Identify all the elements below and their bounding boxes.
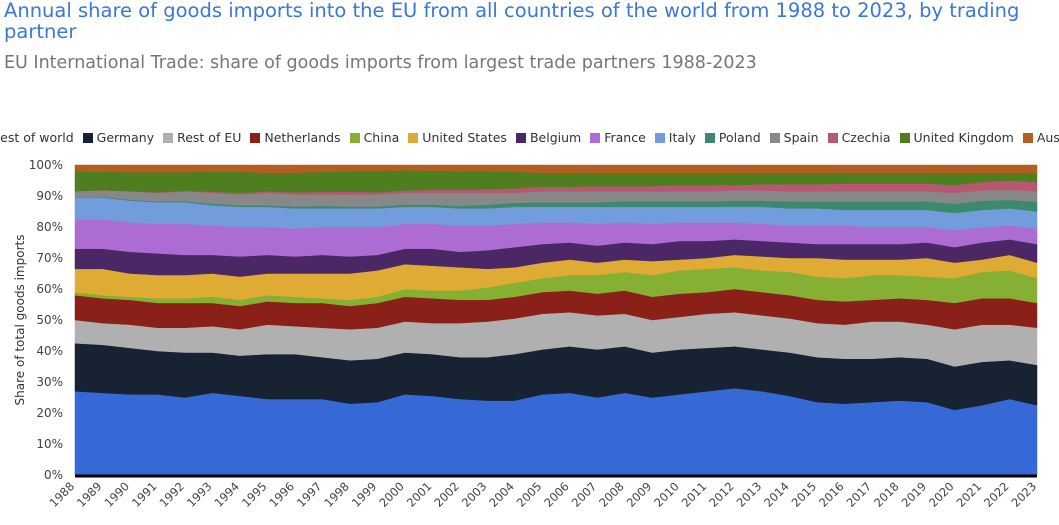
- x-tick-label: 2020: [926, 479, 957, 510]
- y-tick-label: 80%: [36, 220, 63, 234]
- y-tick-label: 40%: [36, 344, 63, 358]
- legend-item[interactable]: Netherlands: [250, 130, 341, 145]
- x-tick-label: 2010: [651, 479, 682, 510]
- legend-swatch: [769, 132, 780, 143]
- area-austria: [74, 164, 1038, 174]
- x-tick-label: 2008: [596, 479, 627, 510]
- legend-swatch: [82, 132, 93, 143]
- legend-item[interactable]: Germany: [82, 130, 155, 145]
- x-tick-label: 2021: [954, 479, 985, 510]
- x-tick-label: 1993: [184, 479, 215, 510]
- y-tick-label: 90%: [36, 189, 63, 203]
- legend-swatch: [163, 132, 174, 143]
- x-tick-label: 2004: [486, 479, 517, 510]
- legend-swatch: [827, 132, 838, 143]
- x-tick-label: 1998: [321, 479, 352, 510]
- x-tick-label: 2015: [789, 479, 820, 510]
- legend-label: Germany: [96, 130, 155, 145]
- chart-subtitle: EU International Trade: share of goods i…: [4, 53, 757, 73]
- x-tick-label: 2012: [706, 479, 737, 510]
- x-tick-label: 1999: [349, 479, 380, 510]
- legend-swatch: [1022, 132, 1033, 143]
- x-tick-label: 2000: [376, 479, 407, 510]
- legend-item[interactable]: Austria: [1022, 130, 1059, 145]
- legend-swatch: [408, 132, 419, 143]
- legend-label: United Kingdom: [913, 130, 1014, 145]
- legend-label: Italy: [668, 130, 696, 145]
- legend-item[interactable]: Italy: [654, 130, 696, 145]
- y-tick-label: 10%: [36, 437, 63, 451]
- legend-label: Poland: [718, 130, 761, 145]
- y-tick-label: 60%: [36, 282, 63, 296]
- legend-item[interactable]: China: [349, 130, 400, 145]
- y-tick-label: 70%: [36, 251, 63, 265]
- x-tick-label: 2001: [404, 479, 435, 510]
- legend-label: United States: [422, 130, 507, 145]
- legend-swatch: [515, 132, 526, 143]
- x-tick-label: 2011: [679, 479, 710, 510]
- x-tick-label: 2002: [431, 479, 462, 510]
- y-axis-label: Share of total goods imports: [13, 235, 27, 406]
- x-tick-label: 2016: [816, 479, 847, 510]
- x-tick-label: 1995: [239, 479, 270, 510]
- legend-item[interactable]: United States: [408, 130, 507, 145]
- x-tick-label: 2022: [981, 479, 1012, 510]
- x-tick-label: 1990: [101, 479, 132, 510]
- legend-item[interactable]: United Kingdom: [899, 130, 1014, 145]
- x-tick-label: 1988: [47, 479, 78, 510]
- x-tick-label: 1997: [294, 479, 325, 510]
- y-tick-label: 30%: [36, 375, 63, 389]
- y-tick-label: 50%: [36, 313, 63, 327]
- legend-swatch: [704, 132, 715, 143]
- x-tick-label: 2017: [844, 479, 875, 510]
- legend-swatch: [899, 132, 910, 143]
- x-tick-label: 1992: [156, 479, 187, 510]
- legend-label: Netherlands: [264, 130, 341, 145]
- x-tick-label: 2023: [1009, 479, 1040, 510]
- legend-item[interactable]: Rest of world: [0, 130, 74, 145]
- x-tick-label: 1991: [129, 479, 160, 510]
- legend: Rest of world Germany Rest of EU Netherland…: [0, 130, 1059, 145]
- x-tick-label: 2014: [761, 479, 792, 510]
- legend-swatch: [250, 132, 261, 143]
- legend-item[interactable]: France: [590, 130, 646, 145]
- y-tick-label: 100%: [29, 158, 63, 172]
- legend-item[interactable]: Czechia: [827, 130, 891, 145]
- chart-title: Annual share of goods imports into the E…: [4, 0, 1020, 43]
- legend-label: Austria: [1036, 130, 1059, 145]
- legend-swatch: [590, 132, 601, 143]
- x-tick-label: 2003: [459, 479, 490, 510]
- legend-item[interactable]: Spain: [769, 130, 819, 145]
- x-tick-label: 2006: [541, 479, 572, 510]
- x-tick-label: 2019: [899, 479, 930, 510]
- y-tick-label: 0%: [44, 468, 63, 482]
- legend-label: Rest of world: [0, 130, 74, 145]
- legend-item[interactable]: Poland: [704, 130, 761, 145]
- x-tick-label: 2018: [871, 479, 902, 510]
- legend-swatch: [349, 132, 360, 143]
- x-tick-label: 2009: [624, 479, 655, 510]
- x-tick-label: 2013: [734, 479, 765, 510]
- legend-item[interactable]: Belgium: [515, 130, 582, 145]
- legend-label: France: [604, 130, 646, 145]
- x-tick-label: 2005: [514, 479, 545, 510]
- legend-item[interactable]: Rest of EU: [163, 130, 241, 145]
- legend-label: Czechia: [841, 130, 891, 145]
- y-tick-label: 20%: [36, 406, 63, 420]
- x-tick-label: 2007: [569, 479, 600, 510]
- legend-label: China: [363, 130, 400, 145]
- legend-swatch: [654, 132, 665, 143]
- legend-label: Spain: [783, 130, 819, 145]
- legend-label: Belgium: [529, 130, 582, 145]
- x-tick-label: 1989: [74, 479, 105, 510]
- x-tick-label: 1994: [211, 479, 242, 510]
- legend-label: Rest of EU: [177, 130, 242, 145]
- x-tick-label: 1996: [266, 479, 297, 510]
